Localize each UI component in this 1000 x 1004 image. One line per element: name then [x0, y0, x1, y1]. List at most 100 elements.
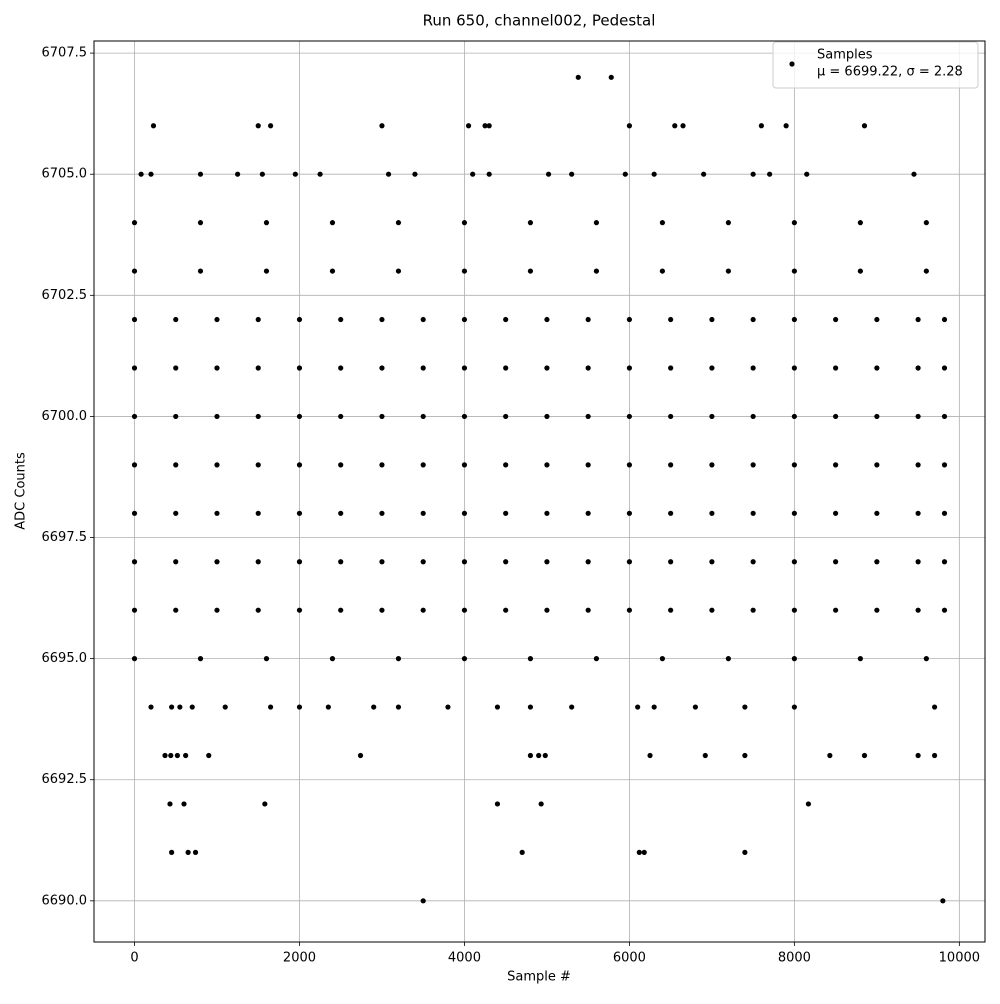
data-point: [750, 462, 756, 468]
data-point: [636, 849, 642, 855]
data-point: [725, 268, 731, 274]
data-point: [420, 316, 426, 323]
data-point: [874, 365, 880, 371]
y-tick-label: 6702.5: [42, 288, 88, 303]
data-point: [214, 510, 220, 516]
y-tick-label: 6695.0: [42, 651, 88, 666]
data-point: [709, 510, 715, 516]
data-point: [379, 316, 385, 323]
data-point: [672, 123, 678, 129]
data-point: [626, 607, 633, 613]
data-point: [626, 123, 633, 129]
data-point: [296, 462, 303, 468]
data-point: [173, 559, 179, 565]
data-point: [626, 510, 633, 516]
data-point: [544, 559, 550, 565]
data-point: [861, 123, 868, 129]
data-point: [169, 849, 175, 855]
data-point: [791, 365, 797, 371]
legend-marker: [789, 61, 795, 67]
data-point: [857, 656, 863, 662]
data-point: [465, 123, 472, 129]
data-point: [544, 607, 550, 613]
data-point: [932, 752, 938, 759]
data-point: [255, 413, 261, 420]
data-point: [296, 704, 303, 710]
data-point: [131, 365, 138, 371]
data-point: [874, 462, 880, 468]
data-point: [296, 316, 303, 323]
data-point: [668, 559, 674, 565]
data-point: [709, 413, 715, 420]
data-point: [585, 607, 591, 613]
data-point: [420, 413, 426, 420]
data-point: [791, 268, 797, 274]
data-point: [626, 413, 633, 420]
data-point: [420, 898, 426, 904]
data-point: [805, 801, 812, 807]
data-point: [659, 220, 666, 226]
data-point: [173, 316, 179, 323]
data-point: [940, 898, 946, 904]
data-point: [371, 704, 377, 710]
data-point: [461, 462, 468, 468]
data-point: [131, 510, 138, 516]
data-point: [162, 752, 168, 759]
data-point: [296, 559, 303, 565]
data-point: [758, 123, 764, 129]
data-point: [750, 559, 756, 565]
data-point: [641, 849, 647, 855]
data-point: [647, 752, 653, 759]
data-point: [379, 510, 385, 516]
data-point: [357, 752, 364, 759]
data-point: [874, 559, 880, 565]
data-point: [379, 607, 385, 613]
data-point: [267, 123, 274, 129]
data-point: [263, 220, 270, 226]
data-point: [833, 607, 839, 613]
data-point: [702, 752, 708, 759]
data-point: [420, 559, 426, 565]
data-point: [173, 607, 179, 613]
points: [131, 74, 948, 904]
data-point: [750, 607, 756, 613]
data-point: [395, 656, 402, 662]
data-point: [206, 752, 212, 759]
data-point: [255, 365, 261, 371]
data-point: [445, 704, 451, 710]
y-tick-label: 6690.0: [42, 893, 88, 908]
data-point: [750, 171, 756, 177]
data-point: [915, 462, 921, 468]
data-point: [325, 704, 331, 710]
data-point: [742, 752, 748, 759]
data-point: [692, 704, 698, 710]
data-point: [461, 559, 468, 565]
data-point: [503, 462, 509, 468]
data-point: [189, 704, 195, 710]
x-tick-label: 8000: [778, 951, 811, 966]
data-point: [494, 704, 501, 710]
data-point: [544, 510, 550, 516]
y-tick-label: 6700.0: [42, 409, 88, 424]
data-point: [338, 365, 344, 371]
data-point: [709, 607, 715, 613]
data-point: [941, 607, 948, 613]
data-point: [214, 413, 220, 420]
x-tick-label: 2000: [283, 951, 316, 966]
data-point: [131, 220, 138, 226]
data-point: [709, 316, 715, 323]
data-point: [486, 171, 492, 177]
data-point: [767, 171, 773, 177]
data-point: [608, 74, 614, 80]
y-tick-label: 6705.0: [42, 167, 88, 182]
data-point: [680, 123, 686, 129]
data-point: [177, 704, 183, 710]
x-tick-label: 0: [130, 951, 138, 966]
data-point: [486, 123, 492, 129]
data-point: [791, 413, 797, 420]
data-point: [593, 268, 600, 274]
data-point: [461, 413, 468, 420]
data-point: [379, 559, 385, 565]
